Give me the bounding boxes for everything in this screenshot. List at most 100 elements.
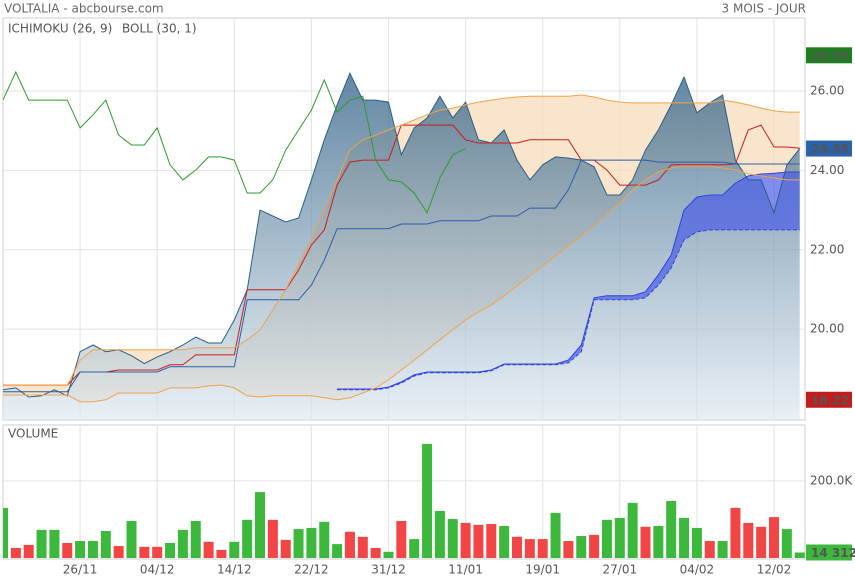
x-tick-label: 04/02 (680, 563, 715, 577)
price-area (3, 73, 800, 420)
x-tick-label: 19/01 (525, 563, 560, 577)
volume-bar (640, 526, 651, 558)
volume-bar (691, 527, 702, 558)
volume-bar (653, 526, 664, 558)
volume-bar (319, 521, 330, 558)
x-tick-label: 11/01 (448, 563, 483, 577)
volume-bar (3, 507, 8, 558)
volume-bar (293, 529, 304, 558)
volume-bar (756, 526, 767, 558)
price-marker-label: 24.55 (811, 142, 849, 156)
indicator-line (337, 171, 800, 390)
volume-bar (190, 520, 201, 558)
x-tick-label: 12/02 (757, 563, 792, 577)
volume-bar (614, 517, 625, 558)
volume-bar (537, 539, 548, 558)
volume-bar (49, 529, 60, 558)
volume-marker-label: 14 312 (811, 546, 855, 560)
volume-bar (524, 539, 535, 558)
price-plot (3, 18, 805, 420)
volume-bar (460, 522, 471, 558)
legend-entry: BOLL (30, 1) (122, 22, 197, 36)
volume-bar (743, 522, 754, 558)
volume-bar (409, 539, 420, 558)
volume-bar (666, 500, 677, 558)
x-tick-label: 22/12 (294, 563, 329, 577)
volume-bar (75, 541, 86, 558)
volume-bar (255, 492, 265, 558)
volume-bar (152, 546, 163, 558)
legend-entry: ICHIMOKU (26, 9) (8, 22, 112, 36)
volume-bar (550, 512, 561, 558)
volume-bar (36, 529, 47, 558)
x-tick-label: 04/12 (140, 563, 175, 577)
volume-bar (332, 544, 343, 558)
volume-bar (267, 519, 278, 558)
volume-bar (781, 529, 792, 558)
x-tick-label: 27/01 (603, 563, 638, 577)
volume-bar (589, 534, 600, 558)
volume-bar (486, 524, 497, 558)
price-marker (806, 47, 852, 64)
volume-bar (280, 539, 291, 558)
volume-bar (113, 546, 124, 558)
volume-bar (383, 551, 394, 558)
volume-bar (203, 541, 214, 558)
volume-bar (434, 510, 445, 558)
volume-bar (601, 519, 612, 558)
volume-bar (769, 517, 779, 558)
volume-bar (177, 529, 188, 558)
x-tick-label: 14/12 (217, 563, 252, 577)
volume-bar (242, 519, 253, 558)
x-tick-label: 26/11 (63, 563, 98, 577)
volume-bar (344, 531, 355, 558)
volume-bar (512, 536, 522, 558)
axes: 20.00 22.00 24.00 26.00 26/11 04/12 14/12 22/12… (8, 22, 855, 577)
y-tick-label: 26.00 (810, 84, 844, 98)
volume-plot (3, 425, 805, 559)
volume-bar (139, 546, 150, 558)
y-tick-label: 200.0K (810, 473, 853, 487)
volume-bar (306, 527, 317, 558)
volume-bar (717, 541, 728, 558)
volume-bar (357, 536, 368, 558)
volume-bar (229, 541, 240, 558)
volume-bar (165, 542, 176, 558)
volume-bar (704, 541, 715, 558)
volume-bar (370, 547, 381, 558)
x-tick-label: 31/12 (371, 563, 406, 577)
volume-marker (806, 544, 852, 561)
y-tick-label: 22.00 (810, 242, 844, 256)
page-title: VOLTALIA - abcbourse.com (4, 2, 164, 16)
indicator-line (3, 70, 466, 214)
y-tick-label: 20.00 (810, 322, 844, 336)
volume-bar (216, 549, 227, 558)
volume-bar (23, 544, 34, 558)
cloud-fill (337, 172, 800, 390)
volume-bar (396, 520, 407, 558)
volume-bar (422, 443, 433, 558)
volume-bar (730, 507, 741, 558)
volume-bar (627, 502, 638, 558)
price-marker-label: 26.90 (811, 49, 849, 63)
volume-bar (126, 520, 137, 558)
price-marker (806, 391, 852, 408)
volume-bar (87, 541, 98, 558)
y-tick-label: 24.00 (810, 163, 844, 177)
price-marker (806, 140, 852, 157)
panel-title: VOLUME (8, 427, 58, 441)
volume-bar (10, 547, 21, 558)
volume-bar (576, 536, 587, 558)
price-marker-label: 18.22 (811, 393, 849, 407)
volume-bar (473, 524, 484, 558)
period: 3 MOIS - JOUR (722, 2, 806, 16)
indicator-line (337, 229, 800, 391)
indicator-line (3, 94, 800, 386)
volume-bar (563, 541, 574, 558)
volume-bar (794, 552, 805, 558)
indicator-line (3, 159, 800, 393)
indicator-line (3, 165, 800, 403)
volume-bar (100, 531, 111, 558)
volume-bar (447, 519, 458, 558)
